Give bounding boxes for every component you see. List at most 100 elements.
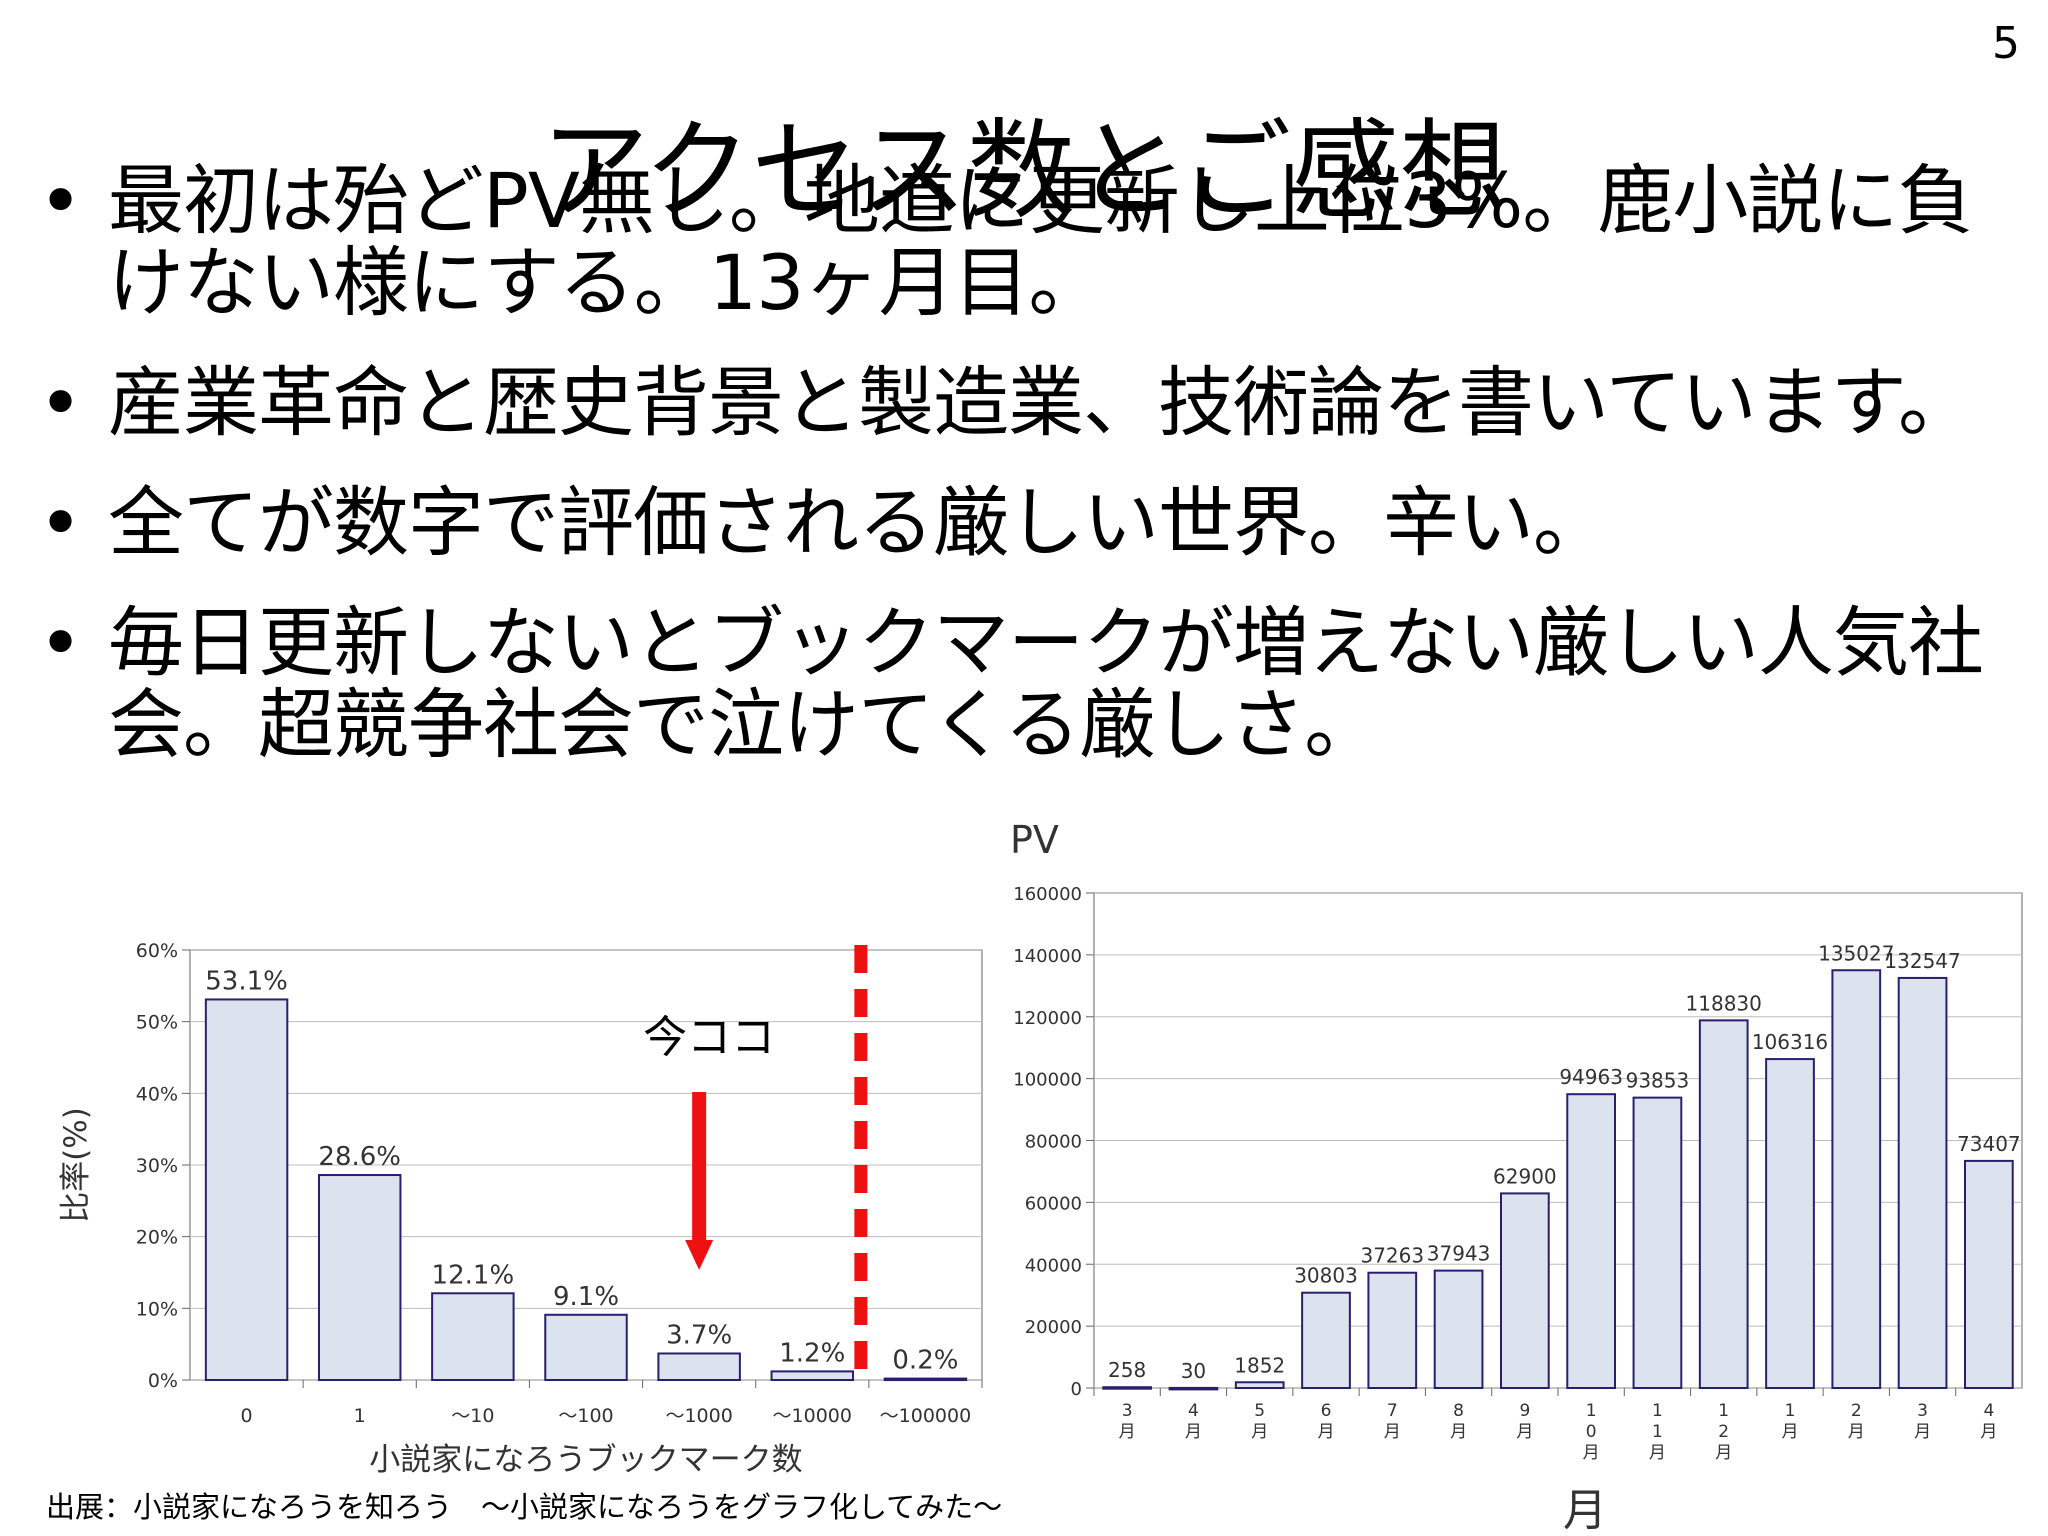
y-tick-label: 0 (1071, 1379, 1082, 1400)
x-axis-title: 小説家になろうブックマーク数 (369, 1442, 802, 1478)
bar (1301, 1291, 1351, 1389)
y-tick-label: 140000 (1013, 946, 1082, 967)
bar-value-label: 106316 (1752, 1030, 1828, 1054)
bar (317, 1174, 402, 1381)
bullet-text: 全てが数字で評価される厳しい世界。辛い。 (108, 478, 1609, 567)
bar (1897, 976, 1948, 1390)
bookmark-distribution-chart: 0% 10% 20% 30% 40% 50% 60% 53.1% 0 28.6% 1 12.1% ～10… (58, 940, 983, 1478)
bar (1102, 1386, 1153, 1390)
y-tick-label: 30% (136, 1155, 178, 1177)
bar-value-label: 62900 (1493, 1164, 1557, 1188)
bar (1433, 1269, 1484, 1389)
bullet-text: 産業革命と歴史背景と製造業、技術論を書いています。 (108, 358, 1974, 447)
y-tick-label: 60000 (1025, 1193, 1082, 1214)
annotation-text: 今ココ (643, 1012, 775, 1063)
x-axis-title: 月 (1563, 1485, 1607, 1536)
y-tick-label: 80000 (1025, 1132, 1082, 1153)
bar (1367, 1271, 1418, 1389)
bullet-text: 最初は殆どPV無し。地道に更新し上位3%。鹿小説に負けない様にする。13ヶ月目。 (108, 156, 1973, 327)
bullet-dot: • (38, 478, 83, 567)
y-tick-label: 50% (136, 1012, 178, 1034)
x-tick-label: 1 (354, 1405, 366, 1427)
y-tick-label: 10% (136, 1298, 178, 1320)
page-number: 5 (1992, 18, 2020, 69)
y-tick-label: 40000 (1025, 1255, 1082, 1276)
bar-value-label: 12.1% (432, 1260, 515, 1290)
bullet-dot: • (38, 358, 83, 447)
x-tick-label: ～1000 (665, 1405, 732, 1427)
bar-value-label: 37943 (1427, 1242, 1491, 1266)
y-tick-label: 0% (148, 1370, 178, 1392)
bar-value-label: 1852 (1234, 1353, 1285, 1377)
bar-value-label: 94963 (1559, 1065, 1623, 1089)
bar (1632, 1096, 1683, 1389)
slide-title: アクセス数とご感想 (540, 109, 1508, 235)
bullet-item: • 産業革命と歴史背景と製造業、技術論を書いています。 (30, 362, 2030, 444)
bar-value-label: 258 (1108, 1358, 1146, 1382)
bar-value-label: 53.1% (205, 966, 288, 996)
bullet-text: 毎日更新しないとブックマークが増えない厳しい人気社会。超競争社会で泣けてくる厳し… (108, 598, 1984, 769)
bullet-dot: • (38, 156, 83, 245)
y-tick-label: 120000 (1013, 1008, 1082, 1029)
bar-value-label: 73407 (1957, 1132, 2021, 1156)
bullet-item: • 全てが数字で評価される厳しい世界。辛い。 (30, 482, 2030, 564)
bar-value-label: 9.1% (553, 1282, 619, 1312)
x-tick-label: ～10 (451, 1405, 494, 1427)
bar-value-label: 30803 (1294, 1264, 1358, 1288)
x-tick-label: ～100 (558, 1405, 613, 1427)
y-tick-label: 160000 (1013, 884, 1082, 905)
bar-value-label: 37263 (1360, 1244, 1424, 1268)
bar (544, 1313, 628, 1381)
bar-value-label: 135027 (1818, 941, 1894, 965)
bullet-item: • 毎日更新しないとブックマークが増えない厳しい人気社会。超競争社会で泣けてくる厳… (30, 602, 2030, 766)
bar (1698, 1019, 1749, 1389)
y-tick-label: 100000 (1013, 1070, 1082, 1091)
bar (657, 1352, 741, 1382)
bar (770, 1370, 855, 1381)
bar (431, 1292, 515, 1381)
y-tick-label: 20000 (1025, 1317, 1082, 1338)
y-tick-label: 20% (136, 1227, 178, 1249)
annotation-arrow-shaft (692, 1092, 707, 1242)
bar-value-label: 28.6% (318, 1142, 401, 1172)
bullet-list: • 最初は殆どPV無し。地道に更新し上位3%。鹿小説に負けない様にする。13ヶ月目… (30, 160, 2030, 804)
bar-value-label: 30 (1181, 1359, 1206, 1383)
x-tick-label: ～10000 (773, 1405, 852, 1427)
y-axis-title: 比率(%) (58, 1107, 94, 1223)
y-tick-label: 40% (136, 1083, 178, 1105)
bar-value-label: 1.2% (779, 1338, 845, 1368)
bullet-dot: • (38, 598, 83, 687)
bar (1168, 1386, 1219, 1391)
bullet-item: • 最初は殆どPV無し。地道に更新し上位3%。鹿小説に負けない様にする。13ヶ月目… (30, 160, 2030, 324)
annotation-arrow-head (685, 1240, 714, 1270)
monthly-pv-chart: 0 20000 40000 60000 80000 100000 120000 140000 1… (1010, 818, 2023, 1536)
source-caption: 出展：小説家になろうを知ろう ～小説家になろうをグラフ化してみた～ (46, 1490, 1003, 1524)
bar (1963, 1159, 2014, 1389)
bar (1831, 969, 1882, 1389)
bar (1566, 1093, 1617, 1389)
x-tick-label: 0 (241, 1405, 253, 1427)
bar-value-label: 132547 (1884, 949, 1960, 973)
bar (204, 998, 289, 1381)
bar-value-label: 118830 (1686, 991, 1762, 1015)
bar (883, 1377, 968, 1382)
bar (1234, 1381, 1285, 1390)
y-tick-label: 60% (136, 940, 178, 962)
bar-value-label: 0.2% (892, 1346, 958, 1376)
bar (1499, 1192, 1550, 1390)
bar-value-label: 93853 (1626, 1069, 1690, 1093)
